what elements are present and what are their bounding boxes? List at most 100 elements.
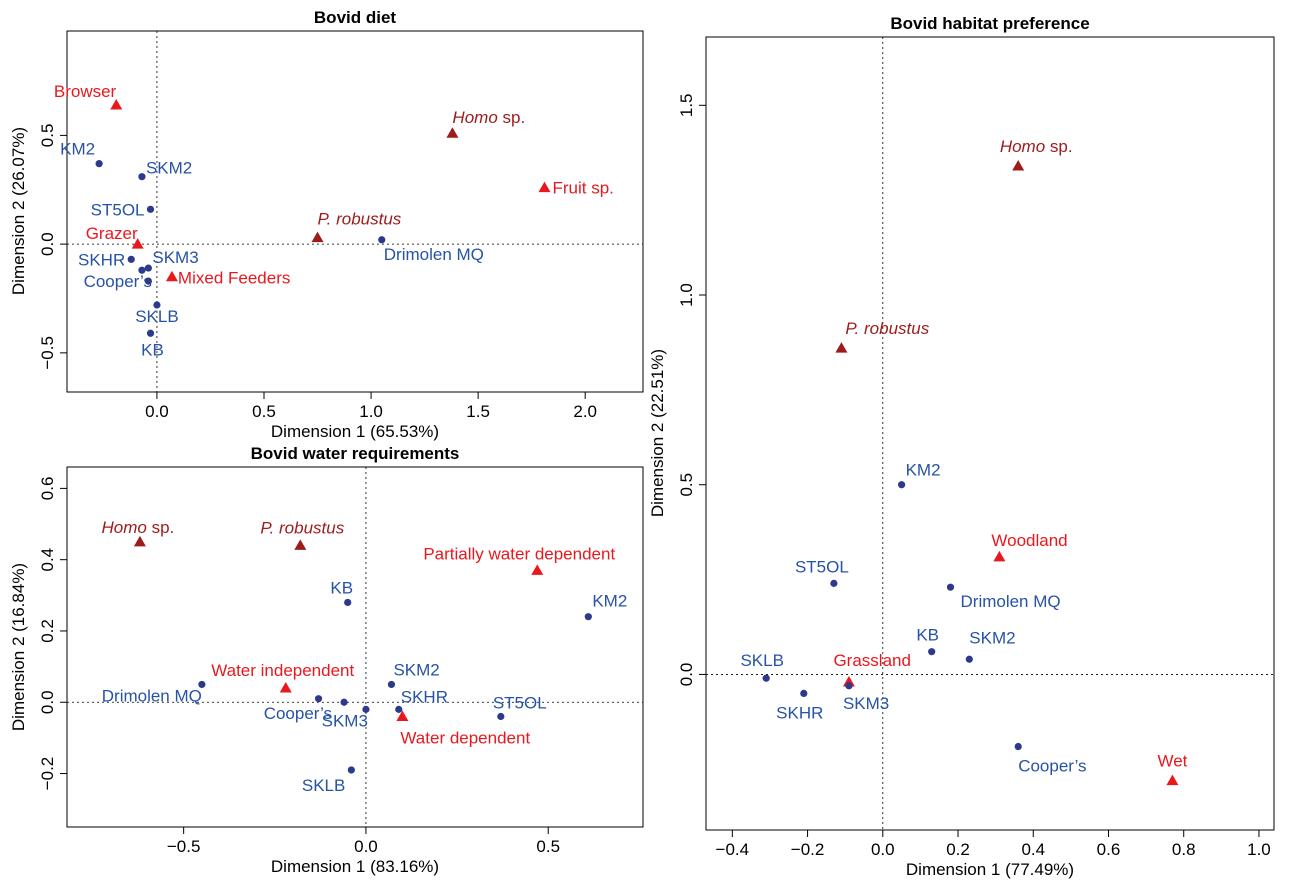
point-label: SKLB xyxy=(740,651,783,670)
point-label: Fruit sp. xyxy=(553,179,614,198)
point-label: Homo sp. xyxy=(452,108,525,127)
point-label: Drimolen MQ xyxy=(384,245,484,264)
site-point xyxy=(314,695,323,703)
category-point xyxy=(110,98,123,110)
x-tick-label: 2.0 xyxy=(573,402,597,421)
plot-frame xyxy=(705,36,1275,831)
site-point xyxy=(946,583,955,591)
point-label: KB xyxy=(330,578,353,597)
point-label: SKLB xyxy=(135,307,178,326)
point-label: P. robustus xyxy=(260,518,344,537)
point-label: Cooper’s xyxy=(1018,757,1086,776)
y-tick-label: −0.5 xyxy=(38,336,57,370)
y-tick-label: 0.2 xyxy=(38,619,57,643)
site-point xyxy=(344,598,352,607)
point-label: Cooper’s xyxy=(264,704,332,723)
point-label: ST5OL xyxy=(795,557,849,576)
point-label: KB xyxy=(141,340,164,359)
plot-frame xyxy=(66,30,644,393)
point-label: Water dependent xyxy=(400,729,530,748)
category-point xyxy=(538,181,551,193)
site-point xyxy=(395,705,403,713)
x-tick-label: −0.2 xyxy=(791,840,825,859)
point-label: Grazer xyxy=(86,224,138,243)
y-axis-label: Dimension 2 (16.84%) xyxy=(9,563,28,731)
point-label: SKHR xyxy=(776,703,823,722)
point-label: Homo sp. xyxy=(1000,137,1073,156)
site-point xyxy=(153,301,161,309)
category-point xyxy=(993,550,1006,562)
point-label: KM2 xyxy=(592,592,627,611)
y-tick-label: 0.5 xyxy=(38,124,57,148)
y-tick-label: 0.4 xyxy=(38,548,57,572)
site-point xyxy=(138,266,146,274)
point-label: Partially water dependent xyxy=(423,544,615,563)
site-point xyxy=(127,255,135,263)
hominin-point xyxy=(311,231,324,243)
site-point xyxy=(497,712,505,721)
point-label: SKHR xyxy=(78,250,125,269)
hominin-point xyxy=(294,539,307,550)
x-tick-label: 0.8 xyxy=(1172,840,1196,859)
site-point xyxy=(340,698,348,706)
point-label: Water independent xyxy=(211,661,354,680)
x-tick-label: 0.0 xyxy=(871,840,895,859)
x-tick-label: 0.0 xyxy=(354,837,378,856)
y-tick-label: −0.2 xyxy=(38,757,57,791)
site-point xyxy=(144,277,152,285)
y-axis-label: Dimension 2 (26.07%) xyxy=(9,127,28,295)
x-tick-label: 0.2 xyxy=(946,840,970,859)
category-point xyxy=(396,710,409,722)
hominin-point xyxy=(1012,160,1025,171)
site-point xyxy=(1014,742,1022,751)
point-label: ST5OL xyxy=(91,200,145,219)
y-axis-label: Dimension 2 (22.51%) xyxy=(648,349,667,517)
category-point xyxy=(165,270,178,282)
site-point xyxy=(146,205,155,213)
site-point xyxy=(898,481,906,489)
hominin-point xyxy=(133,535,146,547)
chart-panel-2: Bovid water requirements −0.5 0.0 0.5 Dimens… xyxy=(9,444,644,876)
site-point xyxy=(198,680,206,689)
site-point xyxy=(95,160,103,168)
hominin-point xyxy=(835,342,848,353)
x-axis-label: Dimension 1 (83.16%) xyxy=(271,857,439,876)
site-point xyxy=(830,579,838,587)
site-point xyxy=(347,766,355,774)
point-label: Woodland xyxy=(991,531,1067,550)
site-point xyxy=(965,655,973,663)
site-point xyxy=(378,236,386,244)
y-tick-label: 0.6 xyxy=(38,477,57,501)
site-point xyxy=(362,705,370,713)
x-axis-label: Dimension 1 (77.49%) xyxy=(906,860,1074,879)
site-point xyxy=(584,613,592,621)
point-label: SKHR xyxy=(401,687,448,706)
point-label: KM2 xyxy=(60,140,95,159)
point-label: SKLB xyxy=(302,776,345,795)
site-point xyxy=(144,264,152,272)
x-tick-label: 0.6 xyxy=(1097,840,1121,859)
site-point xyxy=(845,682,853,690)
x-tick-label: −0.4 xyxy=(716,840,750,859)
point-label: SKM3 xyxy=(843,694,889,713)
x-axis-label: Dimension 1 (65.53%) xyxy=(271,422,439,441)
site-point xyxy=(800,689,808,698)
point-label: SKM3 xyxy=(152,248,198,267)
point-label: Grassland xyxy=(833,651,910,670)
point-label: P. robustus xyxy=(845,319,929,338)
point-label: Homo sp. xyxy=(102,518,175,537)
site-point xyxy=(146,329,155,337)
x-tick-label: 0.5 xyxy=(252,402,276,421)
point-label: KB xyxy=(916,626,939,645)
site-point xyxy=(762,674,770,682)
chart-title: Bovid habitat preference xyxy=(890,14,1089,33)
chart-title: Bovid water requirements xyxy=(251,444,460,463)
category-point xyxy=(1166,774,1179,786)
x-tick-label: 0.4 xyxy=(1021,840,1045,859)
point-label: SKM2 xyxy=(393,660,439,679)
point-label: Browser xyxy=(54,82,117,101)
x-tick-label: 1.5 xyxy=(466,402,490,421)
y-tick-label: 0.0 xyxy=(38,232,57,256)
point-label: KM2 xyxy=(906,461,941,480)
